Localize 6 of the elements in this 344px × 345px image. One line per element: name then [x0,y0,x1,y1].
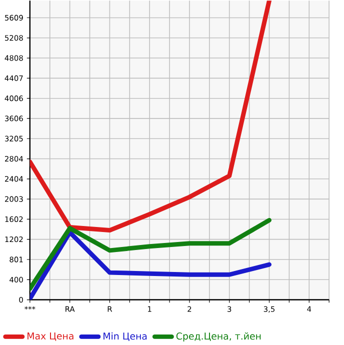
legend-label: Сред.Цена, т.йен [176,332,261,342]
legend-label: Max Цена [28,332,74,341]
line-series [30,218,272,291]
line-series [30,230,272,300]
line-series [30,0,272,233]
legend-label: Min Цена [104,332,147,342]
